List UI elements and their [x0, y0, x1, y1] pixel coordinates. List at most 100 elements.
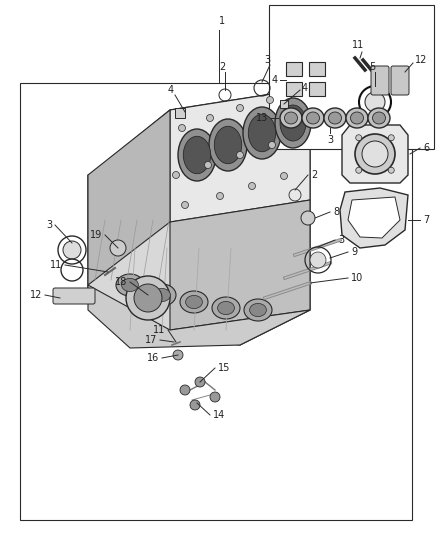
Text: 11: 11	[50, 260, 62, 270]
Text: 1: 1	[219, 16, 225, 26]
Ellipse shape	[116, 274, 144, 296]
Circle shape	[356, 135, 362, 141]
Circle shape	[210, 392, 220, 402]
Circle shape	[355, 134, 395, 174]
Circle shape	[365, 92, 385, 112]
Circle shape	[173, 172, 180, 179]
Bar	[20, 83, 412, 520]
Text: 5: 5	[369, 62, 375, 72]
Text: 3: 3	[264, 55, 270, 65]
Ellipse shape	[280, 105, 306, 141]
Polygon shape	[170, 88, 310, 222]
Ellipse shape	[275, 98, 311, 148]
Text: 12: 12	[415, 55, 427, 65]
Bar	[309, 62, 325, 76]
Bar	[309, 82, 325, 96]
Text: 12: 12	[30, 290, 42, 300]
Polygon shape	[340, 188, 408, 248]
Circle shape	[388, 135, 394, 141]
Polygon shape	[170, 200, 310, 330]
Bar	[175, 108, 185, 118]
Ellipse shape	[178, 129, 216, 181]
Circle shape	[110, 240, 126, 256]
Text: 8: 8	[333, 207, 339, 217]
Circle shape	[205, 161, 212, 168]
Text: 3: 3	[46, 220, 52, 230]
Ellipse shape	[307, 112, 319, 124]
Text: 13: 13	[256, 113, 268, 123]
Ellipse shape	[218, 301, 234, 314]
Polygon shape	[348, 197, 400, 238]
Circle shape	[180, 385, 190, 395]
Circle shape	[268, 141, 276, 149]
Polygon shape	[88, 285, 310, 348]
Text: 3: 3	[327, 135, 333, 145]
Text: 4: 4	[302, 83, 308, 93]
Circle shape	[237, 104, 244, 111]
Circle shape	[206, 115, 213, 122]
Ellipse shape	[122, 278, 138, 292]
Circle shape	[362, 141, 388, 167]
Circle shape	[195, 377, 205, 387]
FancyBboxPatch shape	[371, 66, 389, 95]
Text: 10: 10	[351, 273, 363, 283]
Ellipse shape	[250, 303, 266, 317]
Bar	[286, 62, 302, 76]
Ellipse shape	[350, 112, 364, 124]
Text: 6: 6	[423, 143, 429, 153]
Text: 2: 2	[311, 170, 317, 180]
FancyBboxPatch shape	[53, 288, 95, 304]
Polygon shape	[88, 110, 170, 285]
Circle shape	[237, 151, 244, 158]
Ellipse shape	[214, 126, 242, 164]
Circle shape	[301, 211, 315, 225]
Circle shape	[356, 167, 362, 173]
Text: 4: 4	[168, 85, 174, 95]
Ellipse shape	[180, 291, 208, 313]
Circle shape	[216, 192, 223, 199]
Circle shape	[181, 201, 188, 208]
Text: 3: 3	[338, 235, 344, 245]
Circle shape	[126, 276, 170, 320]
Bar	[286, 82, 302, 96]
Ellipse shape	[184, 136, 211, 174]
Ellipse shape	[209, 119, 247, 171]
Ellipse shape	[324, 108, 346, 128]
Text: 14: 14	[213, 410, 225, 420]
Text: 4: 4	[272, 75, 278, 85]
Polygon shape	[342, 125, 408, 183]
Circle shape	[310, 252, 326, 268]
Ellipse shape	[285, 112, 297, 124]
Text: 15: 15	[218, 363, 230, 373]
Ellipse shape	[186, 295, 202, 309]
Text: 11: 11	[352, 40, 364, 50]
Text: 16: 16	[147, 353, 159, 363]
Circle shape	[173, 350, 183, 360]
Circle shape	[134, 284, 162, 312]
Text: 17: 17	[145, 335, 157, 345]
Circle shape	[388, 167, 394, 173]
Text: 19: 19	[90, 230, 102, 240]
Ellipse shape	[243, 107, 281, 159]
Text: 9: 9	[351, 247, 357, 257]
Ellipse shape	[368, 108, 390, 128]
Text: 2: 2	[219, 62, 225, 72]
Ellipse shape	[148, 284, 176, 306]
Ellipse shape	[248, 114, 276, 152]
Ellipse shape	[372, 112, 385, 124]
Polygon shape	[88, 88, 310, 345]
Ellipse shape	[154, 288, 170, 302]
Circle shape	[179, 125, 186, 132]
Circle shape	[280, 173, 287, 180]
Circle shape	[266, 96, 273, 103]
Text: 11: 11	[153, 325, 165, 335]
Ellipse shape	[280, 108, 302, 128]
Text: 18: 18	[115, 277, 127, 287]
Ellipse shape	[346, 108, 368, 128]
Bar	[280, 100, 288, 108]
Ellipse shape	[328, 112, 342, 124]
Circle shape	[190, 400, 200, 410]
Bar	[269, 5, 434, 149]
Ellipse shape	[212, 297, 240, 319]
Ellipse shape	[302, 108, 324, 128]
